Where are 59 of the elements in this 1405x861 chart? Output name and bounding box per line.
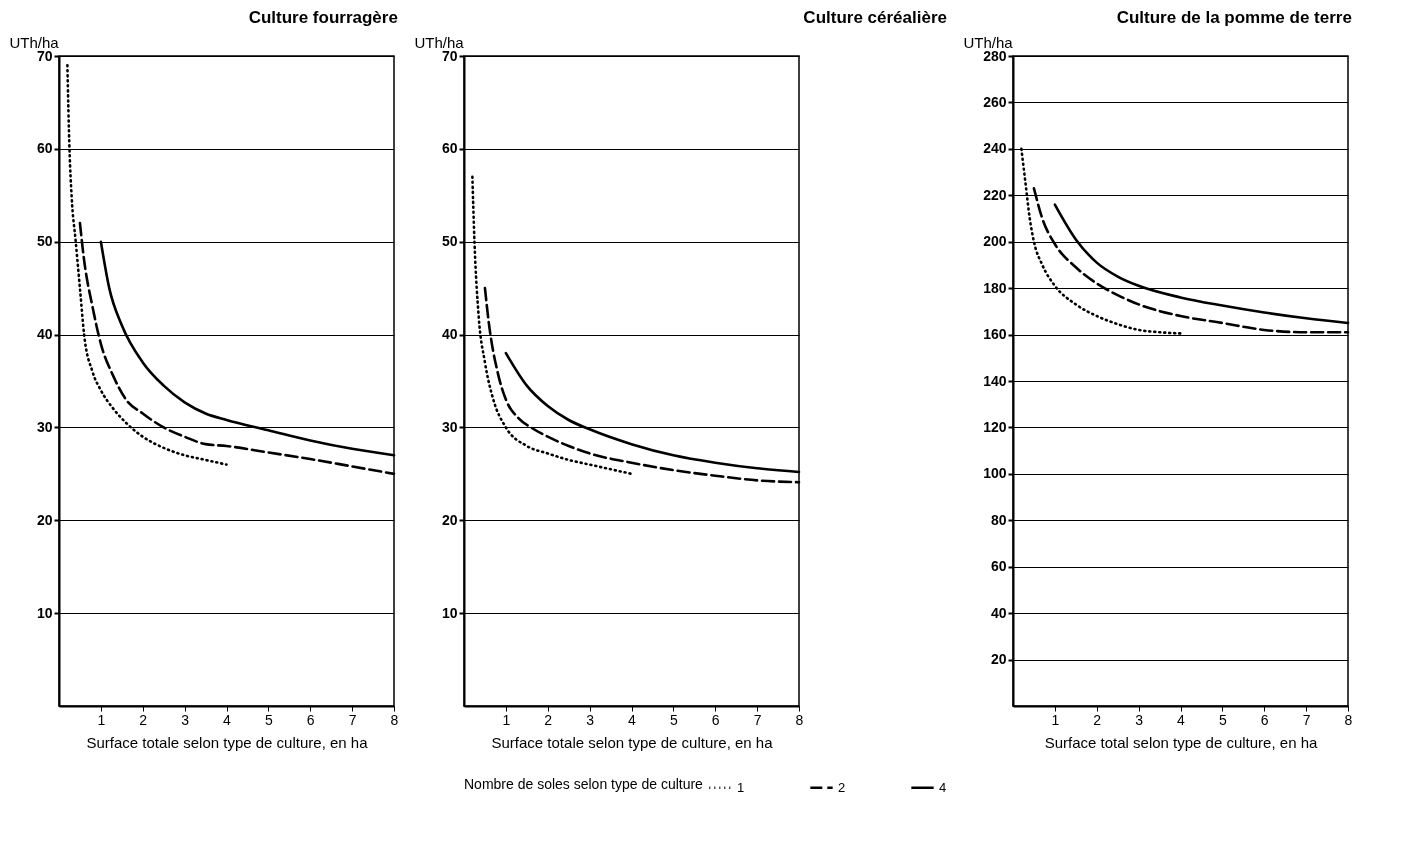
y-tick-label: 60 xyxy=(990,558,1007,575)
y-tick-label: 30 xyxy=(441,418,458,435)
x-tick-label: 3 xyxy=(1135,711,1144,728)
chart-title: Culture fourragère xyxy=(248,8,398,27)
y-tick-label: 140 xyxy=(983,372,1007,389)
x-tick-label: 1 xyxy=(1051,711,1060,728)
y-tick-label: 20 xyxy=(990,651,1007,668)
x-tick-label: 2 xyxy=(1093,711,1102,728)
chart-title: Culture de la pomme de terre xyxy=(1116,8,1352,27)
legend-title: Nombre de soles selon type de culture xyxy=(464,776,704,792)
y-tick-label: 120 xyxy=(983,418,1007,435)
y-tick-label: 160 xyxy=(983,326,1007,343)
x-tick-label: 1 xyxy=(97,711,106,728)
y-tick-label: 240 xyxy=(983,140,1007,157)
x-tick-label: 6 xyxy=(1260,711,1269,728)
y-tick-label: 30 xyxy=(36,418,53,435)
y-tick-label: 50 xyxy=(441,233,458,250)
legend-label: 4 xyxy=(939,779,947,795)
x-tick-label: 8 xyxy=(390,711,399,728)
x-tick-label: 4 xyxy=(1177,711,1186,728)
y-tick-label: 10 xyxy=(36,604,53,621)
y-tick-label: 40 xyxy=(441,326,458,343)
x-tick-label: 6 xyxy=(711,711,720,728)
y-tick-label: 260 xyxy=(983,93,1007,110)
y-tick-label: 40 xyxy=(36,326,53,343)
x-axis-title: Surface total selon type de culture, en ha xyxy=(1044,733,1318,751)
x-tick-label: 8 xyxy=(795,711,804,728)
x-tick-label: 5 xyxy=(669,711,678,728)
x-tick-label: 2 xyxy=(139,711,148,728)
x-tick-label: 7 xyxy=(348,711,357,728)
y-tick-label: 10 xyxy=(441,604,458,621)
y-tick-label: 220 xyxy=(983,186,1007,203)
y-tick-label: 60 xyxy=(441,140,458,157)
y-tick-label: 20 xyxy=(441,511,458,528)
y-tick-label: 20 xyxy=(36,511,53,528)
x-axis-title: Surface totale selon type de culture, en ha xyxy=(86,733,369,751)
x-tick-label: 6 xyxy=(306,711,315,728)
x-tick-label: 3 xyxy=(586,711,595,728)
x-tick-label: 7 xyxy=(1302,711,1311,728)
x-tick-label: 4 xyxy=(628,711,637,728)
legend-label: 1 xyxy=(737,779,745,795)
y-tick-label: 200 xyxy=(983,233,1007,250)
legend-label: 2 xyxy=(838,779,846,795)
x-tick-label: 1 xyxy=(502,711,511,728)
x-tick-label: 4 xyxy=(223,711,232,728)
y-tick-label: 50 xyxy=(36,233,53,250)
x-tick-label: 3 xyxy=(181,711,190,728)
x-tick-label: 5 xyxy=(264,711,273,728)
x-tick-label: 8 xyxy=(1344,711,1353,728)
y-tick-label: 40 xyxy=(990,604,1007,621)
text: Culture céréalière xyxy=(803,8,947,27)
x-tick-label: 7 xyxy=(753,711,762,728)
y-tick-label: 180 xyxy=(983,279,1007,296)
y-tick-label: 100 xyxy=(983,465,1007,482)
y-tick-label: 80 xyxy=(990,511,1007,528)
x-axis-title: Surface totale selon type de culture, en ha xyxy=(491,733,774,751)
y-tick-label: 60 xyxy=(36,140,53,157)
x-tick-label: 2 xyxy=(544,711,553,728)
x-tick-label: 5 xyxy=(1218,711,1227,728)
